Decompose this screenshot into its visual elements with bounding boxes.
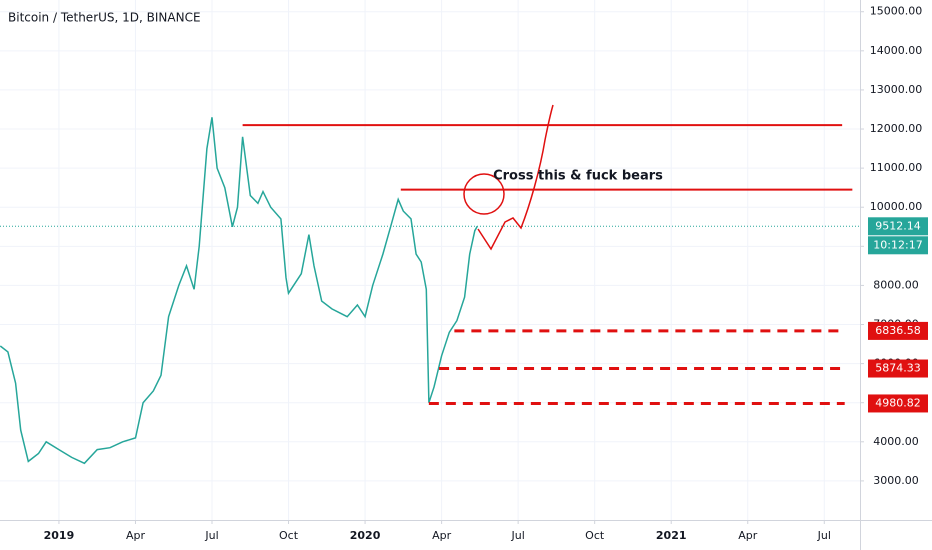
price-label: 5874.33 — [875, 362, 921, 375]
x-tick-label: Apr — [432, 529, 452, 542]
y-tick-label: 12000.00 — [870, 122, 923, 135]
last-price-box — [868, 217, 928, 236]
price-line — [0, 117, 478, 465]
y-tick-label: 4000.00 — [873, 435, 919, 448]
x-tick-label: Jul — [817, 529, 831, 542]
x-tick-label: Oct — [279, 529, 299, 542]
y-tick-label: 13000.00 — [870, 83, 923, 96]
x-tick-label: Apr — [126, 529, 146, 542]
last-price-label: 9512.14 — [875, 219, 921, 232]
x-tick-label: 2021 — [656, 529, 687, 542]
hand-drawn-projection — [477, 104, 554, 251]
y-tick-label: 11000.00 — [870, 161, 923, 174]
x-tick-label: Apr — [738, 529, 758, 542]
x-tick-label: Oct — [585, 529, 605, 542]
x-tick-label: 2019 — [44, 529, 75, 542]
x-tick-label: Jul — [511, 529, 525, 542]
x-tick-label: 2020 — [350, 529, 381, 542]
countdown-label: 10:12:17 — [873, 238, 922, 251]
hand-drawn-circle — [463, 173, 505, 215]
price-label-box — [868, 359, 928, 378]
price-label: 6836.58 — [875, 324, 921, 337]
x-tick-label: Jul — [204, 529, 218, 542]
y-tick-label: 3000.00 — [873, 474, 919, 487]
y-tick-label: 8000.00 — [873, 278, 919, 291]
chart-title: Bitcoin / TetherUS, 1D, BINANCE — [8, 11, 201, 25]
price-label: 4980.82 — [875, 396, 921, 409]
price-label-box — [868, 321, 928, 340]
price-label-box — [868, 394, 928, 413]
annotation-text: Cross this & fuck bears — [493, 169, 663, 184]
y-tick-label: 15000.00 — [870, 5, 923, 18]
countdown-box — [868, 236, 928, 255]
y-tick-label: 14000.00 — [870, 44, 923, 57]
y-tick-label: 10000.00 — [870, 200, 923, 213]
